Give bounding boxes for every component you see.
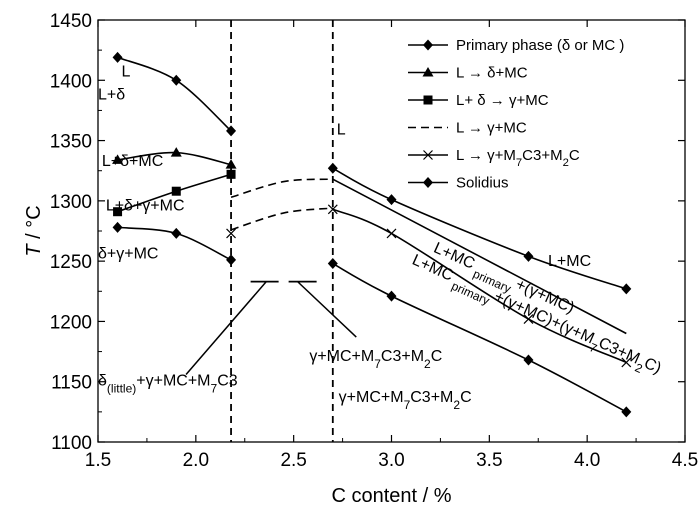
region-label: L+δ bbox=[98, 87, 125, 104]
diamond-marker bbox=[171, 227, 182, 239]
cross-marker bbox=[523, 314, 534, 324]
y-tick-label: 1400 bbox=[50, 71, 92, 92]
series-line bbox=[230, 178, 333, 231]
square-marker bbox=[423, 95, 433, 105]
y-tick-label: 1200 bbox=[50, 312, 92, 333]
diamond-marker bbox=[523, 354, 534, 366]
callout-leader-left bbox=[185, 281, 267, 375]
y-tick-label: 1350 bbox=[50, 132, 92, 153]
cross-marker bbox=[423, 150, 433, 160]
diamond-marker bbox=[112, 51, 123, 63]
x-tick-label: 2.5 bbox=[280, 450, 306, 471]
x-tick-label: 4.0 bbox=[574, 450, 600, 471]
diamond-marker bbox=[226, 125, 237, 137]
series-curve bbox=[332, 178, 627, 335]
series-line bbox=[332, 178, 627, 335]
diamond-marker bbox=[386, 290, 397, 302]
region-label: L+δ+γ+MC bbox=[106, 198, 185, 215]
diamond-marker bbox=[112, 221, 123, 233]
diamond-marker bbox=[327, 162, 338, 174]
diamond-marker bbox=[386, 194, 397, 206]
region-label: L bbox=[337, 122, 346, 139]
diamond-marker bbox=[523, 250, 534, 262]
cross-marker bbox=[621, 357, 632, 368]
series-line bbox=[332, 208, 627, 364]
legend-entry: L → γ+M7C3+M2C bbox=[456, 147, 580, 169]
series-curve bbox=[332, 167, 627, 290]
diamond-marker bbox=[423, 177, 433, 188]
leader-lines bbox=[185, 280, 357, 375]
y-tick-label: 1150 bbox=[51, 373, 92, 394]
region-label: L+δ+MC bbox=[102, 153, 163, 170]
series-curve bbox=[230, 178, 333, 199]
y-tick-label: 1300 bbox=[50, 192, 92, 213]
cross-marker bbox=[226, 228, 236, 239]
legend-entry: L → γ+MC bbox=[456, 120, 527, 137]
legend-entry: L → δ+MC bbox=[456, 65, 528, 82]
triangle-marker bbox=[170, 147, 182, 157]
diamond-marker bbox=[621, 283, 632, 295]
series-curve bbox=[230, 207, 333, 231]
x-axis-label: C content / % bbox=[331, 485, 451, 507]
legend-entry: L+ δ → γ+MC bbox=[456, 92, 549, 109]
marker-group bbox=[112, 51, 632, 418]
diamond-marker bbox=[171, 74, 182, 86]
region-label: L+MC bbox=[548, 253, 591, 270]
x-tick-label: 1.5 bbox=[85, 450, 111, 471]
region-label: δ(little)+γ+MC+M7C3 bbox=[98, 372, 238, 395]
y-tick-label: 1450 bbox=[50, 11, 92, 32]
y-tick-label: 1250 bbox=[50, 252, 92, 273]
series-curve bbox=[332, 262, 627, 413]
diamond-marker bbox=[226, 254, 237, 266]
diamond-marker bbox=[621, 406, 632, 418]
series-curve bbox=[332, 208, 627, 364]
triangle-marker bbox=[422, 67, 434, 77]
region-label: δ+γ+MC bbox=[98, 246, 158, 263]
region-label: L bbox=[121, 64, 130, 81]
square-marker bbox=[226, 169, 236, 179]
diamond-marker bbox=[327, 258, 338, 270]
cross-marker bbox=[327, 204, 338, 215]
x-tick-label: 3.0 bbox=[378, 450, 404, 471]
triangle-marker bbox=[112, 154, 124, 164]
cross-marker bbox=[386, 228, 397, 239]
region-label: γ+MC+M7C3+M2C bbox=[339, 389, 472, 412]
annotation-group: L L+δ L+δ+MC L+δ+γ+MC δ+γ+MC L L+MC δ(little)+γ… bbox=[98, 64, 664, 413]
y-tick-label: 1100 bbox=[51, 433, 92, 454]
series-curve bbox=[117, 56, 232, 132]
reference-lines bbox=[230, 20, 334, 442]
callout-leader-right bbox=[297, 281, 357, 338]
square-marker bbox=[171, 186, 181, 196]
x-tick-label: 4.5 bbox=[672, 450, 698, 471]
triangle-marker bbox=[225, 159, 237, 169]
x-tick-label: 2.0 bbox=[183, 450, 209, 471]
square-marker bbox=[113, 207, 123, 217]
axis-ticks: 1.5 2.0 2.5 3.0 3.5 4.0 4.5 1100 1150 1200 1250 130… bbox=[50, 11, 698, 471]
x-tick-label: 3.5 bbox=[476, 450, 502, 471]
diamond-marker bbox=[423, 39, 433, 51]
y-axis-label: T / °C bbox=[23, 205, 45, 256]
legend: Primary phase (δ or MC ) L → δ+MC L+ δ → γ… bbox=[408, 37, 624, 192]
region-label: γ+MC+M7C3+M2C bbox=[309, 348, 442, 371]
legend-entry: Primary phase (δ or MC ) bbox=[456, 37, 624, 54]
legend-entry: Solidius bbox=[456, 175, 509, 192]
